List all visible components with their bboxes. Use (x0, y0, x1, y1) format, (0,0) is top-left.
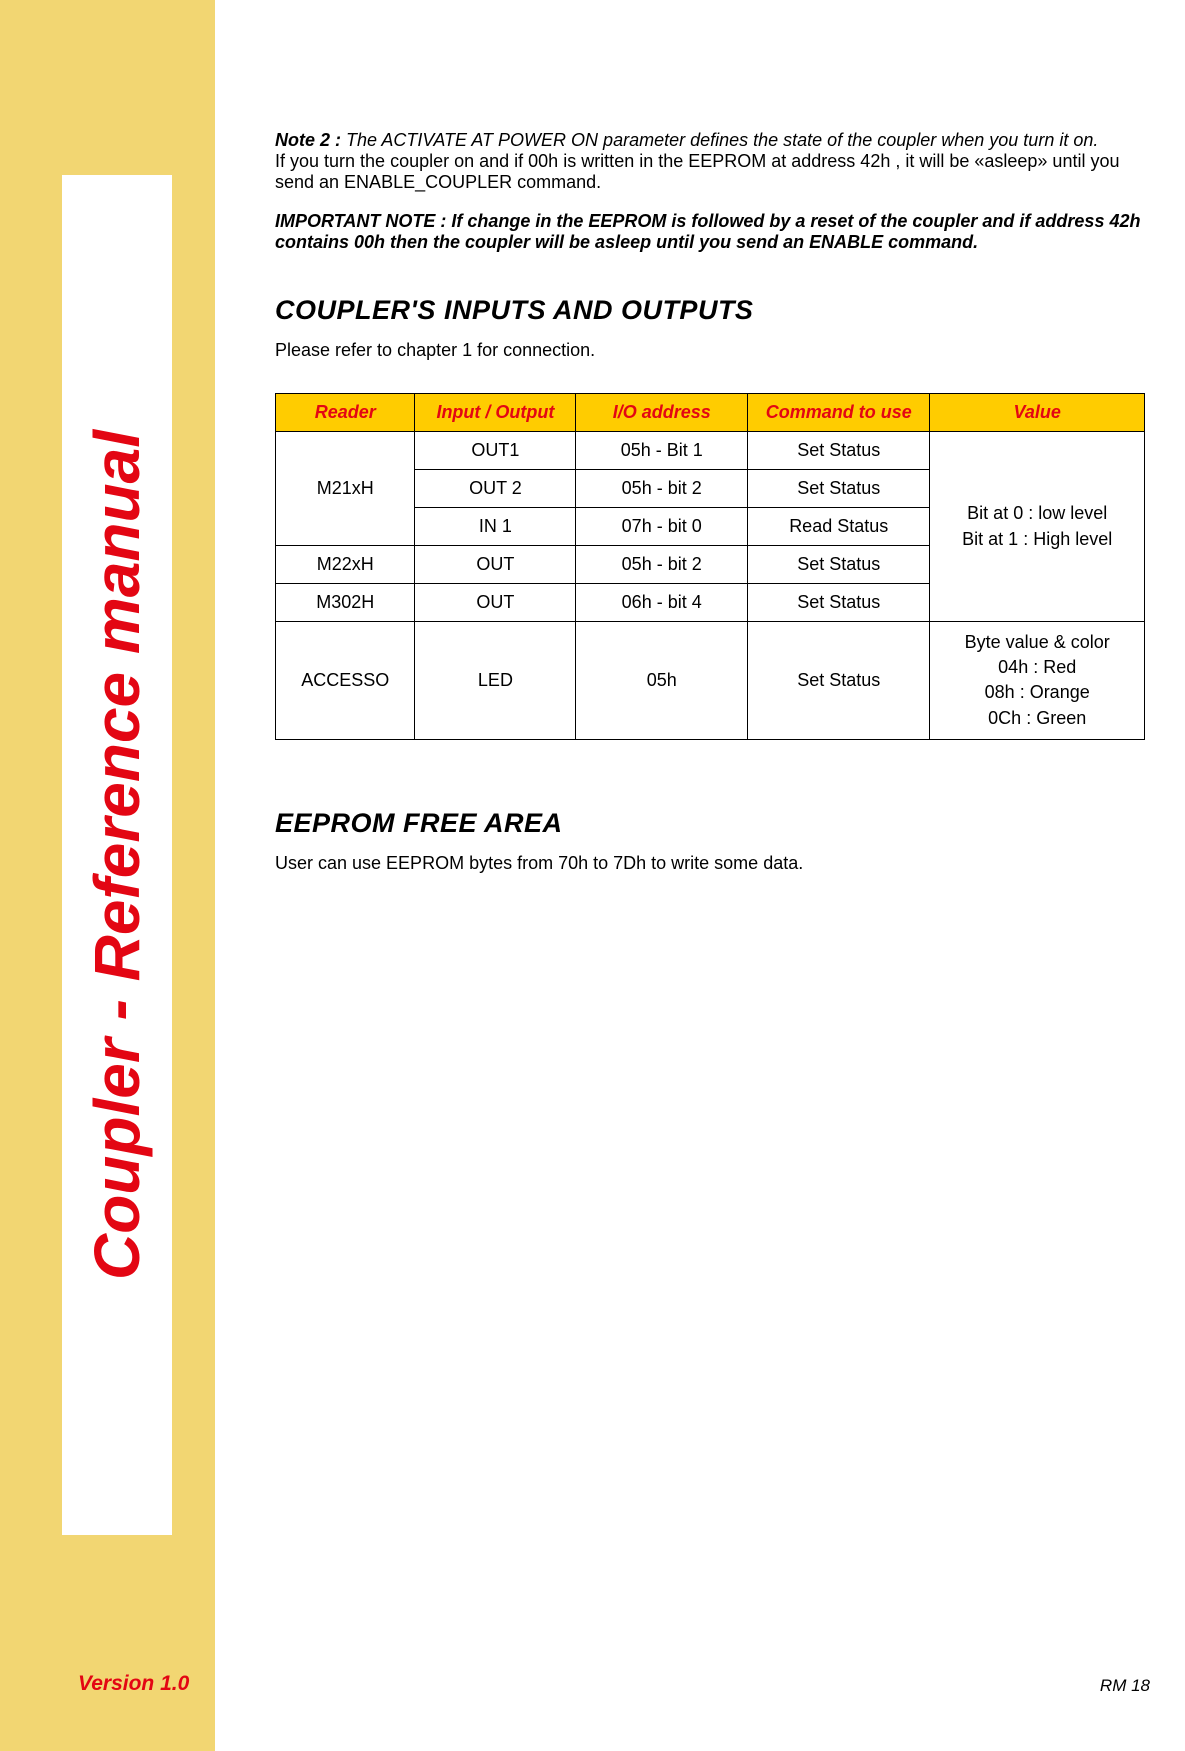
cell-reader-m21xh: M21xH (276, 432, 415, 546)
cell-cmd: Set Status (748, 546, 930, 584)
cell-io: OUT1 (415, 432, 576, 470)
section-eeprom-title: EEPROM FREE AREA (275, 808, 1155, 839)
section-io-title: COUPLER'S INPUTS AND OUTPUTS (275, 295, 1155, 326)
page-number: RM 18 (1100, 1676, 1150, 1696)
cell-bit-values: Bit at 0 : low level Bit at 1 : High lev… (930, 432, 1145, 622)
section-eeprom-text: User can use EEPROM bytes from 70h to 7D… (275, 853, 1155, 874)
table-row: M21xH OUT1 05h - Bit 1 Set Status Bit at… (276, 432, 1145, 470)
section-io-subtitle: Please refer to chapter 1 for connection… (275, 340, 1155, 361)
table-row: ACCESSO LED 05h Set Status Byte value & … (276, 622, 1145, 740)
important-note: IMPORTANT NOTE : If change in the EEPROM… (275, 211, 1155, 253)
table-header-row: Reader Input / Output I/O address Comman… (276, 394, 1145, 432)
io-table: Reader Input / Output I/O address Comman… (275, 393, 1145, 740)
cell-io: OUT 2 (415, 470, 576, 508)
cell-reader-m302h: M302H (276, 584, 415, 622)
bit-val-line2: Bit at 1 : High level (962, 529, 1112, 549)
cell-addr: 05h - Bit 1 (576, 432, 748, 470)
cell-addr: 07h - bit 0 (576, 508, 748, 546)
acc-val-2: 04h : Red (998, 657, 1076, 677)
cell-reader-accesso: ACCESSO (276, 622, 415, 740)
bit-val-line1: Bit at 0 : low level (967, 503, 1107, 523)
cell-cmd: Set Status (748, 622, 930, 740)
cell-io: OUT (415, 546, 576, 584)
version-label: Version 1.0 (78, 1672, 189, 1696)
acc-val-1: Byte value & color (965, 632, 1110, 652)
acc-val-4: 0Ch : Green (988, 708, 1086, 728)
cell-reader-m22xh: M22xH (276, 546, 415, 584)
sidebar-title: Coupler - Reference manual (80, 430, 154, 1280)
th-io: Input / Output (415, 394, 576, 432)
cell-io: OUT (415, 584, 576, 622)
note2-block: Note 2 : The ACTIVATE AT POWER ON parame… (275, 130, 1155, 193)
note2-line2: If you turn the coupler on and if 00h is… (275, 151, 1119, 192)
cell-cmd: Set Status (748, 584, 930, 622)
note2-label: Note 2 : (275, 130, 346, 150)
cell-cmd: Read Status (748, 508, 930, 546)
cell-addr: 05h - bit 2 (576, 470, 748, 508)
th-addr: I/O address (576, 394, 748, 432)
cell-addr: 05h - bit 2 (576, 546, 748, 584)
cell-cmd: Set Status (748, 470, 930, 508)
cell-addr: 05h (576, 622, 748, 740)
th-cmd: Command to use (748, 394, 930, 432)
sidebar-inner: Coupler - Reference manual (62, 175, 172, 1535)
cell-io: LED (415, 622, 576, 740)
content-area: Note 2 : The ACTIVATE AT POWER ON parame… (275, 130, 1155, 906)
cell-addr: 06h - bit 4 (576, 584, 748, 622)
note2-line1: The ACTIVATE AT POWER ON parameter defin… (346, 130, 1098, 150)
acc-val-3: 08h : Orange (985, 682, 1090, 702)
th-value: Value (930, 394, 1145, 432)
cell-accesso-value: Byte value & color 04h : Red 08h : Orang… (930, 622, 1145, 740)
cell-io: IN 1 (415, 508, 576, 546)
cell-cmd: Set Status (748, 432, 930, 470)
th-reader: Reader (276, 394, 415, 432)
sidebar: Coupler - Reference manual Version 1.0 (0, 0, 215, 1751)
